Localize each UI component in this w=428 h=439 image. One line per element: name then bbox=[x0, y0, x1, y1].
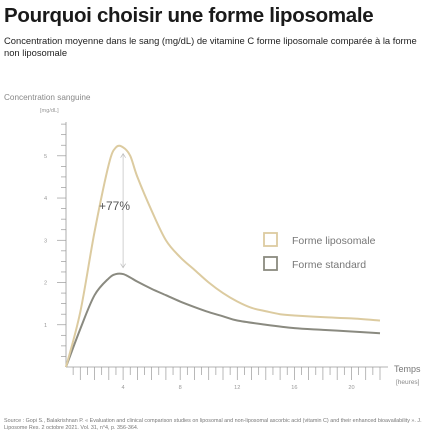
y-tick-label: 2 bbox=[44, 281, 47, 287]
source-note: Source : Gopi S., Balakrishnan P. « Eval… bbox=[4, 418, 422, 431]
x-axis: 4 8 12 16 20 bbox=[66, 366, 388, 391]
y-axis-unit: [mg/dL] bbox=[40, 108, 59, 114]
chart-subtitle: Concentration moyenne dans le sang (mg/d… bbox=[4, 35, 417, 58]
x-axis-unit: [heures] bbox=[396, 379, 420, 386]
annotations bbox=[120, 153, 126, 269]
y-tick-label: 3 bbox=[44, 238, 47, 244]
series-line-standard bbox=[65, 272, 381, 368]
peak-arrow-head-bottom bbox=[120, 263, 126, 269]
series-lines bbox=[65, 144, 381, 368]
x-tick-label: 8 bbox=[179, 385, 182, 391]
y-tick-label: 1 bbox=[44, 323, 47, 329]
legend-label-standard: Forme standard bbox=[292, 259, 366, 271]
x-tick-label: 4 bbox=[122, 385, 125, 391]
peak-arrow-head-top bbox=[120, 153, 126, 158]
page-title: Pourquoi choisir une forme liposomale bbox=[4, 4, 374, 27]
peak-increase-label: +77% bbox=[99, 199, 130, 213]
x-tick-label: 16 bbox=[291, 385, 297, 391]
legend-swatch-standard bbox=[263, 256, 278, 271]
y-axis-label: Concentration sanguine bbox=[4, 93, 91, 102]
x-tick-label: 20 bbox=[348, 385, 354, 391]
legend-swatch-liposomal bbox=[263, 232, 278, 247]
y-axis: 1 2 3 4 5 bbox=[44, 122, 67, 367]
series-line-liposomal bbox=[65, 144, 381, 368]
y-tick-label: 5 bbox=[44, 154, 47, 160]
legend-label-liposomal: Forme liposomale bbox=[292, 235, 376, 247]
legend: Forme liposomale Forme standard bbox=[263, 232, 376, 271]
y-tick-label: 4 bbox=[44, 196, 47, 202]
x-tick-label: 12 bbox=[234, 385, 240, 391]
x-axis-label: Temps bbox=[394, 364, 421, 374]
